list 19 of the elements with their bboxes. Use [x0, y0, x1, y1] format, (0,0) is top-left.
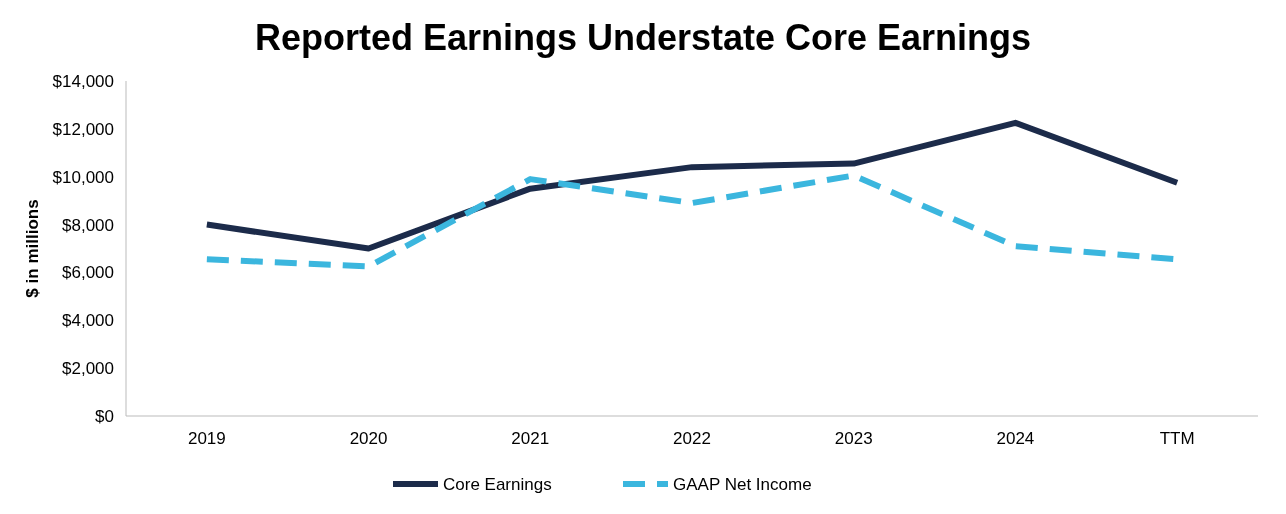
y-tick-label: $8,000 — [62, 215, 114, 235]
y-tick-label: $12,000 — [52, 119, 114, 139]
x-tick-label: 2021 — [511, 429, 550, 448]
x-tick-label: 2022 — [673, 429, 711, 448]
y-axis-title: $ in millions — [23, 199, 42, 298]
x-tick-label: TTM — [1159, 429, 1195, 448]
x-tick-label: 2020 — [349, 429, 388, 448]
y-tick-label: $10,000 — [52, 167, 114, 187]
chart-title: Reported Earnings Understate Core Earnings — [254, 17, 1032, 58]
x-tick-label: 2023 — [834, 429, 873, 448]
y-tick-label: $14,000 — [52, 71, 114, 91]
x-tick-label: 2024 — [996, 429, 1035, 448]
y-tick-label: $6,000 — [62, 263, 114, 283]
y-tick-label: $4,000 — [62, 311, 114, 331]
y-tick-label: $0 — [95, 406, 114, 426]
x-tick-label: 2019 — [187, 429, 226, 448]
legend-label: GAAP Net Income — [673, 474, 812, 494]
y-tick-label: $2,000 — [62, 359, 114, 379]
legend-label: Core Earnings — [443, 474, 552, 494]
